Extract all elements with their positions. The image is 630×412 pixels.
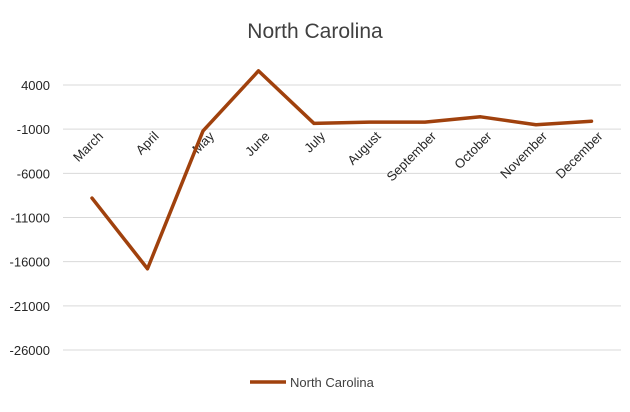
y-tick-label: -6000 (17, 166, 50, 181)
series-line (90, 69, 594, 271)
y-tick-label: -26000 (10, 343, 50, 358)
legend-label: North Carolina (290, 375, 375, 390)
x-tick-label: August (344, 128, 383, 167)
gridlines (63, 84, 621, 351)
y-tick-label: -21000 (10, 299, 50, 314)
x-tick-label: April (133, 128, 162, 157)
x-tick-label: March (70, 129, 106, 165)
x-tick-label: June (242, 129, 273, 160)
chart-title: North Carolina (247, 20, 383, 43)
x-tick-label: September (384, 128, 440, 184)
y-axis-tick-labels: 4000 -1000 -6000 -11000 -16000 -21000 -26000 (10, 78, 50, 358)
x-axis-tick-labels: March April May June July August September Octo… (70, 128, 606, 184)
x-tick-label: July (301, 128, 328, 155)
y-tick-label: -16000 (10, 255, 50, 270)
series-layer (90, 69, 594, 271)
legend: North Carolina (250, 375, 375, 390)
y-tick-label: -1000 (17, 122, 50, 137)
y-tick-label: -11000 (10, 211, 50, 226)
y-tick-label: 4000 (21, 78, 50, 93)
x-tick-label: October (451, 128, 495, 172)
